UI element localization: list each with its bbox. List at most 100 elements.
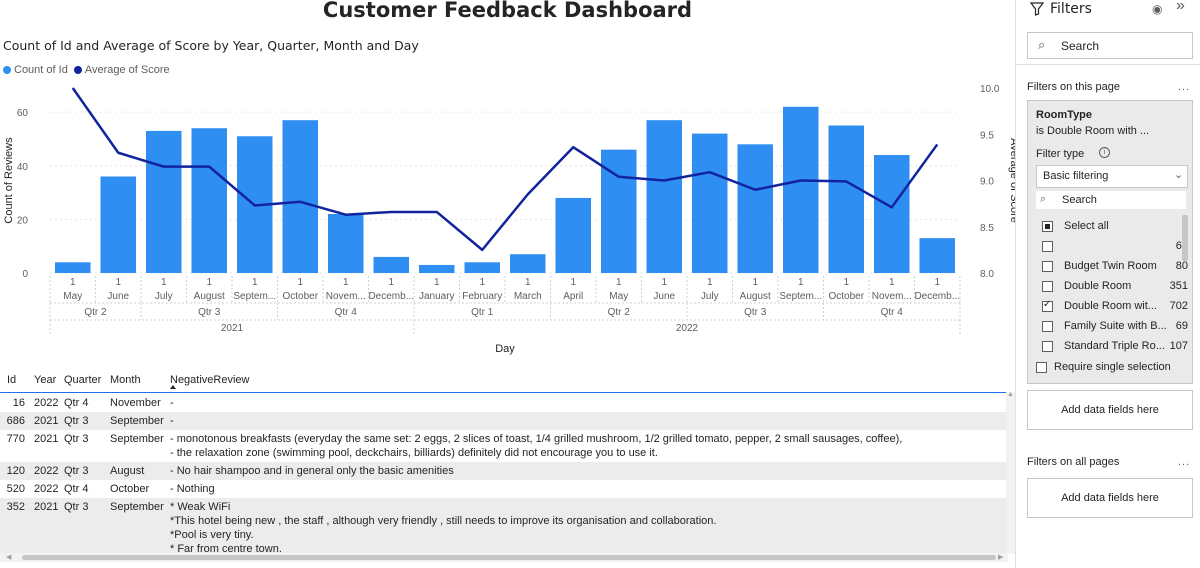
add-data-fields-page[interactable]: Add data fields here xyxy=(1027,390,1193,430)
funnel-icon xyxy=(1030,2,1044,16)
y2-tick-label: 9.0 xyxy=(980,177,994,188)
filter-option[interactable]: Double Room wit... 702 xyxy=(1036,298,1188,316)
table-row[interactable]: 770 2021 Qtr 3 September - monotonous breakf… xyxy=(0,430,1008,462)
filter-card-roomtype[interactable]: RoomType is Double Room with ... Filter … xyxy=(1027,100,1193,384)
score-line xyxy=(71,87,939,252)
y2-axis-title: Average of Score xyxy=(1008,138,1015,223)
x-tick-day: 1 xyxy=(752,277,758,288)
scroll-up-icon[interactable]: ▲ xyxy=(1007,391,1014,398)
bar xyxy=(328,214,364,273)
cell-quarter: Qtr 3 xyxy=(64,465,89,477)
cell-quarter: Qtr 3 xyxy=(64,501,89,513)
table-vertical-scrollbar[interactable]: ▲ xyxy=(1006,391,1015,554)
cell-negative-review: - xyxy=(170,397,174,409)
scroll-right-icon[interactable]: ▶ xyxy=(998,554,1004,561)
header-month[interactable]: Month xyxy=(110,374,141,386)
cell-id: 352 xyxy=(6,501,25,513)
filter-option[interactable]: Budget Twin Room 80 xyxy=(1036,258,1188,276)
x-tick-day: 1 xyxy=(206,277,212,288)
add-data-fields-all-pages[interactable]: Add data fields here xyxy=(1027,478,1193,518)
reviews-table[interactable]: Id Year Quarter Month NegativeReview 16 2… xyxy=(0,368,1015,568)
cell-negative-review: - No hair shampoo and in general only th… xyxy=(170,465,454,477)
option-checkbox[interactable] xyxy=(1042,261,1053,272)
header-quarter[interactable]: Quarter xyxy=(64,374,102,386)
y2-tick-label: 10.0 xyxy=(980,84,1000,95)
table-row[interactable]: 520 2022 Qtr 4 October - Nothing xyxy=(0,480,1008,498)
info-icon[interactable]: i xyxy=(1099,147,1110,158)
option-count: 80 xyxy=(1175,260,1188,272)
option-checkbox[interactable] xyxy=(1042,241,1053,252)
option-label: Standard Triple Ro... xyxy=(1064,340,1165,352)
cell-year: 2021 xyxy=(34,433,59,445)
cell-negative-review: - monotonous breakfasts (everyday the sa… xyxy=(170,433,903,459)
cell-id: 770 xyxy=(6,433,25,445)
eye-icon[interactable]: ◉ xyxy=(1152,2,1163,16)
bar xyxy=(373,256,409,273)
option-checkbox[interactable] xyxy=(1042,299,1053,312)
x-tick-day: 1 xyxy=(661,277,667,288)
legend-dot-count xyxy=(3,66,11,74)
header-year[interactable]: Year xyxy=(34,374,57,386)
filter-option[interactable]: Family Suite with B... 69 xyxy=(1036,318,1188,336)
filter-type-dropdown[interactable]: Basic filtering ⌄ xyxy=(1036,165,1188,188)
legend-item-score[interactable]: Average of Score xyxy=(73,64,170,76)
scrollbar-thumb[interactable] xyxy=(1182,215,1188,261)
cell-year: 2022 xyxy=(34,465,59,477)
legend-item-count[interactable]: Count of Id xyxy=(3,64,68,76)
scrollbar-thumb[interactable] xyxy=(22,555,996,560)
option-label: Family Suite with B... xyxy=(1064,320,1167,332)
option-count: 702 xyxy=(1169,300,1188,312)
option-count: 351 xyxy=(1169,280,1188,292)
bar xyxy=(146,130,182,273)
filter-list-scrollbar[interactable] xyxy=(1182,213,1188,347)
table-row[interactable]: 120 2022 Qtr 3 August - No hair shampoo and … xyxy=(0,462,1008,480)
y-tick-label: 0 xyxy=(22,269,28,280)
collapse-pane-icon[interactable]: » xyxy=(1176,0,1185,14)
x-tick-day: 1 xyxy=(934,277,940,288)
cell-year: 2021 xyxy=(34,415,59,427)
filter-summary: is Double Room with ... xyxy=(1036,125,1150,137)
cell-quarter: Qtr 3 xyxy=(64,433,89,445)
filters-search-input[interactable]: ⌕ Search xyxy=(1027,32,1193,59)
filter-option[interactable]: Standard Triple Ro... 107 xyxy=(1036,338,1188,356)
table-horizontal-scrollbar[interactable]: ◀ ▶ xyxy=(0,553,1008,562)
header-id[interactable]: Id xyxy=(7,374,17,386)
filter-option[interactable]: Double Room 351 xyxy=(1036,278,1188,296)
require-single-label: Require single selection xyxy=(1054,361,1171,373)
table-header: Id Year Quarter Month NegativeReview xyxy=(0,368,1008,393)
option-checkbox[interactable] xyxy=(1042,321,1053,332)
option-select-all[interactable]: Select all xyxy=(1036,218,1186,236)
header-negative-review[interactable]: NegativeReview xyxy=(170,374,250,386)
filter-values-search[interactable]: ⌕ Search xyxy=(1036,191,1186,209)
option-label: Budget Twin Room xyxy=(1064,260,1157,272)
cell-quarter: Qtr 3 xyxy=(64,415,89,427)
bar xyxy=(464,262,500,273)
x-axis-title: Day xyxy=(495,343,515,355)
table-row[interactable]: 16 2022 Qtr 4 November - xyxy=(0,394,1008,412)
filter-type-label: Filter type xyxy=(1036,148,1085,160)
combo-chart[interactable]: 0 20 40 60 8.0 8.5 9.0 9.5 10.0 Count of Reviews A… xyxy=(0,78,1015,358)
more-options-icon[interactable]: ... xyxy=(1178,456,1191,468)
cell-quarter: Qtr 4 xyxy=(64,483,89,495)
x-tick-quarter: Qtr 2 xyxy=(84,307,107,318)
filters-search-placeholder: Search xyxy=(1061,39,1100,53)
table-row[interactable]: 352 2021 Qtr 3 September * Weak WiFi *This h… xyxy=(0,498,1008,558)
filter-option[interactable]: 63 xyxy=(1036,238,1188,256)
x-tick-day: 1 xyxy=(479,277,485,288)
checkbox-require-single[interactable] xyxy=(1036,362,1047,373)
checkbox-select-all[interactable] xyxy=(1042,221,1053,232)
cell-negative-review: * Weak WiFi *This hotel being new , the … xyxy=(170,501,717,555)
option-label: Double Room wit... xyxy=(1064,300,1157,312)
option-label: Double Room xyxy=(1064,280,1132,292)
option-checkbox[interactable] xyxy=(1042,281,1053,292)
more-options-icon[interactable]: ... xyxy=(1178,81,1191,93)
option-checkbox[interactable] xyxy=(1042,341,1053,352)
x-tick-month: Septem... xyxy=(233,291,276,302)
scroll-left-icon[interactable]: ◀ xyxy=(6,554,12,561)
option-count: 69 xyxy=(1175,320,1188,332)
x-tick-month: May xyxy=(609,291,628,302)
x-tick-month: January xyxy=(419,291,455,302)
y2-tick-label: 8.0 xyxy=(980,269,994,280)
table-row[interactable]: 686 2021 Qtr 3 September - xyxy=(0,412,1008,430)
x-tick-year: 2022 xyxy=(676,323,699,334)
